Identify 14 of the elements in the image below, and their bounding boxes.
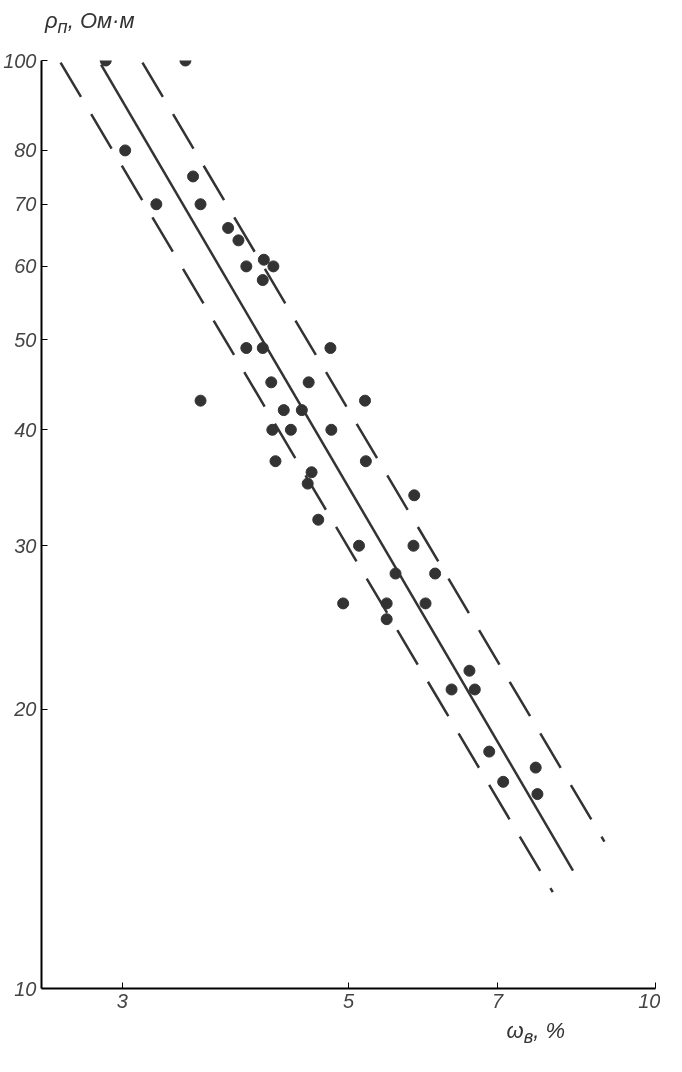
x-axis-title: ω$_{в}$, % <box>505 1017 565 1050</box>
y-tick-label: 20 <box>13 698 37 721</box>
x-tick-label: 3 <box>116 989 128 1012</box>
y-tick-label: 60 <box>14 255 37 278</box>
x-tick-label: 7 <box>491 989 504 1012</box>
x-tick-label: 5 <box>342 989 355 1012</box>
y-tick-label: 80 <box>14 139 37 162</box>
y-tick-label: 40 <box>14 418 37 441</box>
y-tick-label: 70 <box>14 193 37 216</box>
y-tick-label: 30 <box>14 534 37 557</box>
y-axis-title: ρ$_{п}$, Ом·м <box>43 7 136 40</box>
y-tick-label: 100 <box>3 49 37 72</box>
y-tick-label: 50 <box>14 328 37 351</box>
x-tick-label: 10 <box>638 989 661 1012</box>
